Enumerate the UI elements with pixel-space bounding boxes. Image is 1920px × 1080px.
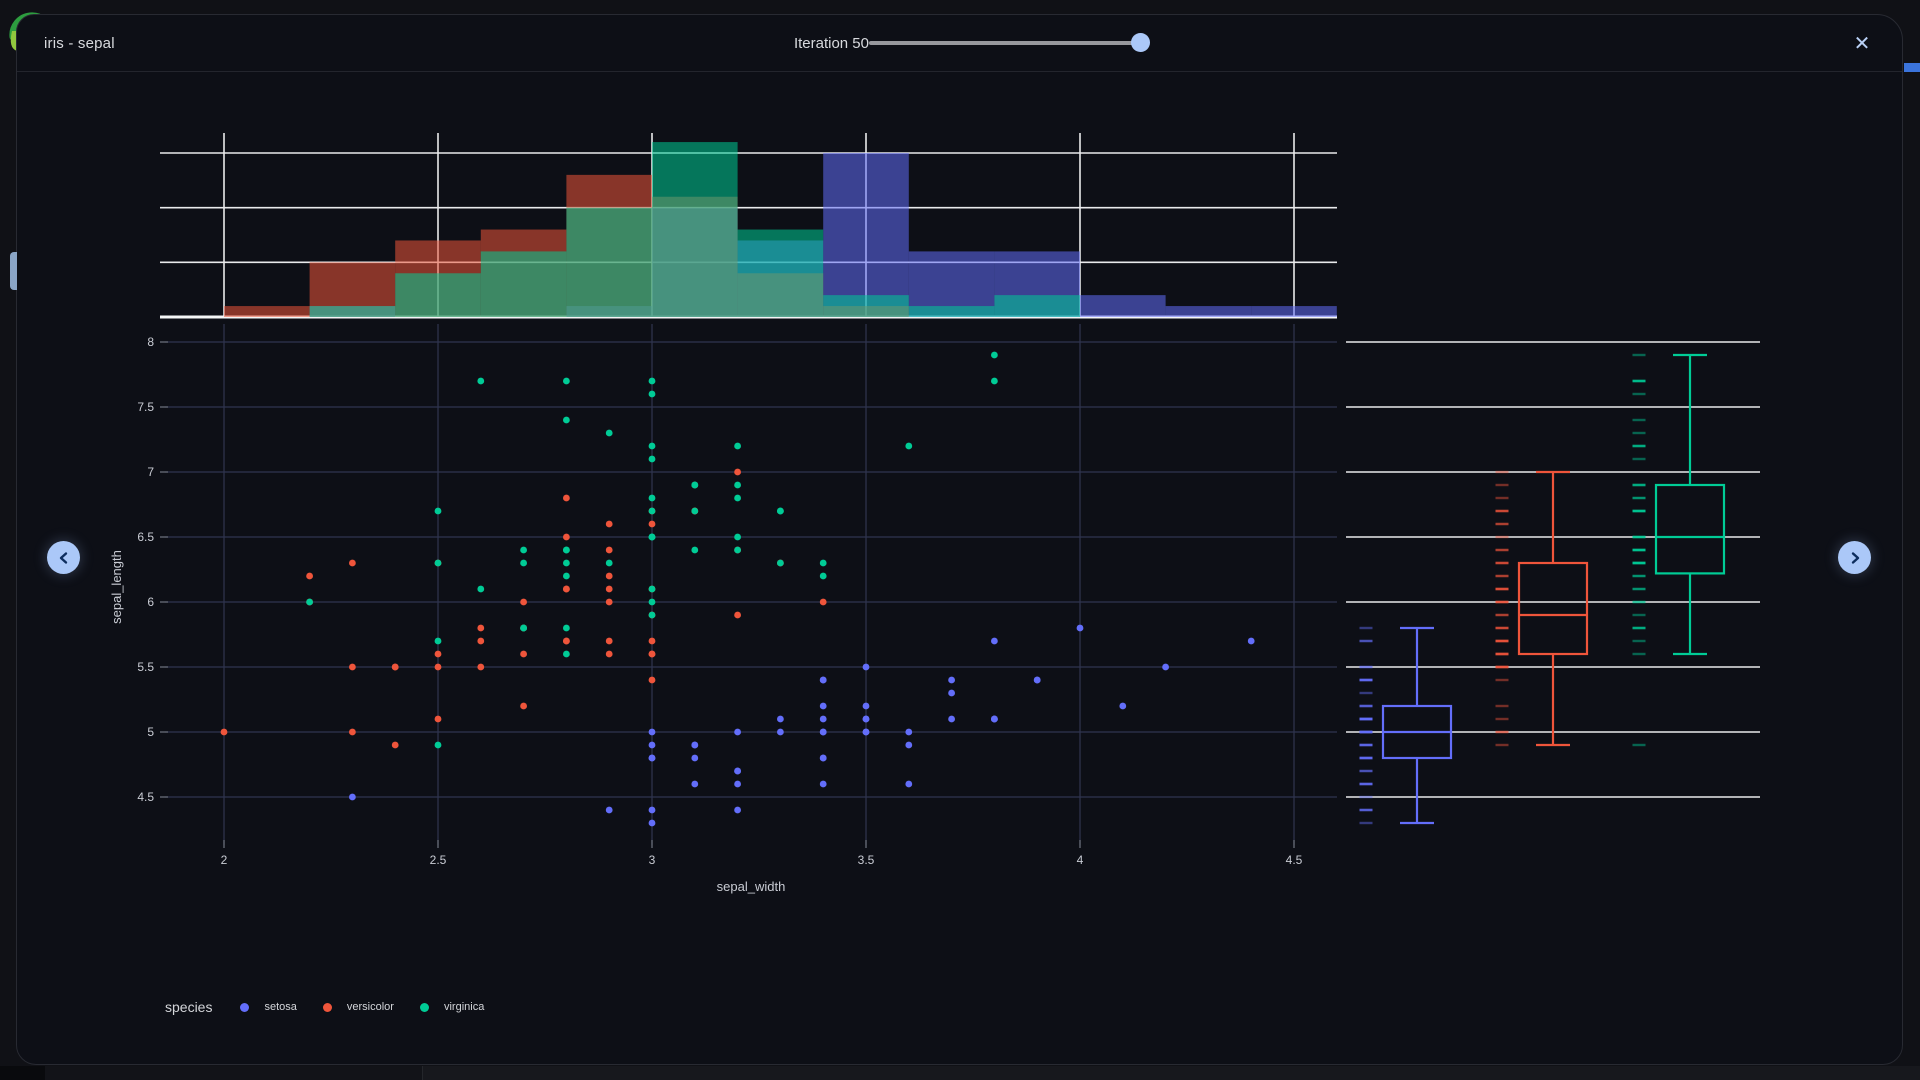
svg-text:2.5: 2.5 [430, 853, 447, 867]
prev-button[interactable] [47, 541, 80, 574]
iteration-slider-track[interactable] [869, 41, 1141, 45]
legend-dot-versicolor [322, 1002, 332, 1012]
box-rug-setosa [1359, 626, 1373, 825]
panel-modal: iris - sepal Iteration 50 ✕ [16, 14, 1903, 1065]
next-button[interactable] [1838, 541, 1871, 574]
svg-text:6: 6 [147, 595, 154, 609]
panel-title: iris - sepal [44, 35, 115, 52]
drawer-handle[interactable] [10, 252, 17, 290]
box-rug-versicolor [1495, 470, 1509, 747]
legend-item-setosa[interactable]: setosa [240, 1001, 297, 1013]
legend-title: species [165, 999, 213, 1015]
legend-label: virginica [443, 1001, 485, 1013]
legend-item-versicolor[interactable]: versicolor [322, 1001, 394, 1013]
page-bottom-strip-left [0, 1066, 45, 1080]
legend-dot-setosa [240, 1002, 250, 1012]
svg-text:5.5: 5.5 [137, 660, 154, 674]
chevron-right-icon [1851, 551, 1859, 564]
svg-text:3.5: 3.5 [858, 853, 875, 867]
svg-text:4.5: 4.5 [137, 790, 154, 804]
close-button[interactable]: ✕ [1850, 32, 1874, 56]
x-axis-title: sepal_width [717, 879, 786, 894]
svg-text:7: 7 [147, 465, 154, 479]
histogram-bars-virginica [309, 142, 1080, 317]
page-bottom-strip-mid [45, 1066, 422, 1080]
legend-item-virginica[interactable]: virginica [419, 1001, 485, 1013]
chevron-left-icon [59, 551, 67, 564]
svg-text:4.5: 4.5 [1286, 853, 1303, 867]
scatter-points-versicolor [220, 468, 827, 749]
svg-text:5: 5 [147, 725, 154, 739]
legend-label: versicolor [346, 1001, 394, 1013]
close-icon: ✕ [1853, 33, 1871, 55]
y-axis: 4.5 5 5.5 6 6.5 7 7.5 8 sepal_length [109, 335, 168, 804]
x-axis: 2 2.5 3 3.5 4 4.5 sepal_width [221, 840, 1303, 894]
svg-text:2: 2 [221, 853, 228, 867]
boxplot-virginica [1654, 353, 1726, 656]
legend: species setosa versicolor virginica [165, 999, 510, 1015]
iteration-slider-handle[interactable] [1131, 33, 1150, 52]
scatter-points-setosa [349, 624, 1255, 827]
scatter-points-virginica [306, 351, 998, 749]
y-axis-title: sepal_length [109, 550, 124, 624]
legend-dot-virginica [419, 1002, 429, 1012]
svg-text:6.5: 6.5 [137, 530, 154, 544]
boxplot-versicolor [1517, 470, 1589, 747]
page-bottom-strip-right [422, 1066, 1920, 1080]
legend-label: setosa [264, 1001, 297, 1013]
right-edge-accent [1904, 63, 1920, 72]
boxplot-setosa [1381, 626, 1453, 825]
svg-text:7.5: 7.5 [137, 400, 154, 414]
svg-text:3: 3 [649, 853, 656, 867]
svg-text:4: 4 [1077, 853, 1084, 867]
scatter-gridlines [165, 324, 1337, 845]
iteration-slider-label: Iteration 50 [793, 35, 869, 52]
svg-text:8: 8 [147, 335, 154, 349]
panel-header: iris - sepal Iteration 50 ✕ [17, 15, 1902, 72]
box-rug-virginica [1632, 353, 1646, 747]
